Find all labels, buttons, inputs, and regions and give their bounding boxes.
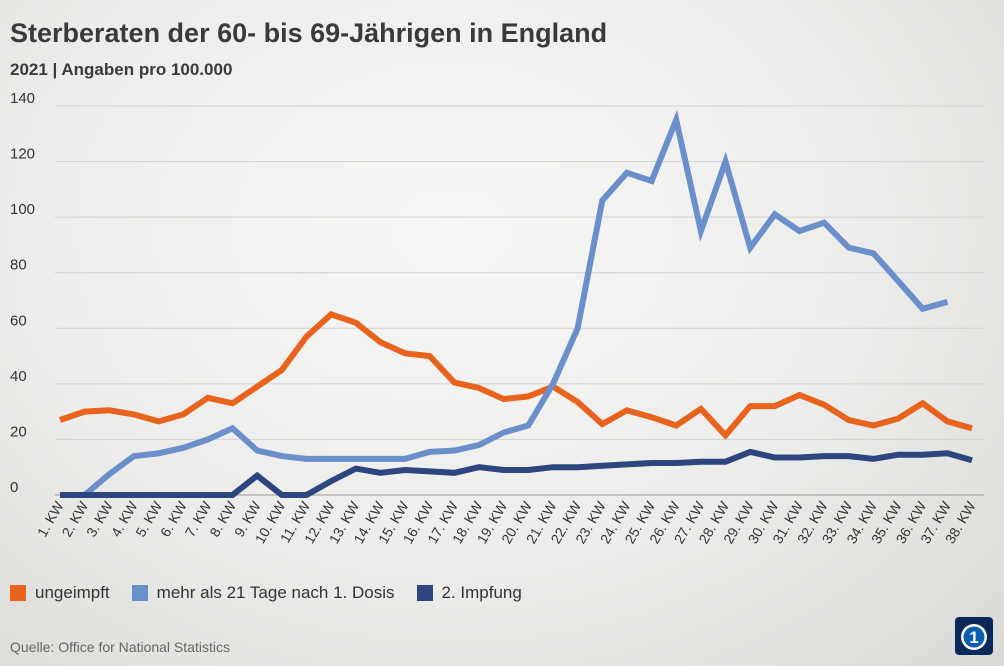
y-tick-label: 80 xyxy=(10,257,27,274)
series-line-2 xyxy=(60,109,949,498)
legend-item-zweite-impfung: 2. Impfung xyxy=(416,583,522,603)
grid-lines xyxy=(55,105,984,496)
y-axis: 0 20 40 60 80 100 120 140 xyxy=(10,90,35,496)
y-tick-label: 0 xyxy=(10,479,18,496)
y-tick-label: 60 xyxy=(10,312,27,329)
legend-label-zweite-impfung: 2. Impfung xyxy=(441,583,522,602)
series-line-1 xyxy=(59,310,973,440)
chart-title: Sterberaten der 60- bis 69-Jährigen in E… xyxy=(10,18,608,48)
y-tick-label: 140 xyxy=(10,90,35,107)
legend-item-ungeimpft: ungeimpft xyxy=(10,583,110,603)
line-chart: 0 20 40 60 80 100 120 140 1. KW2. KW3. KW4. KW5… xyxy=(10,90,984,546)
y-tick-label: 100 xyxy=(10,201,35,218)
legend-swatch-ungeimpft xyxy=(10,585,26,601)
y-tick-label: 40 xyxy=(10,368,27,385)
ard-logo-icon: 1 xyxy=(955,617,993,655)
x-axis: 1. KW2. KW3. KW4. KW5. KW6. KW7. KW8. KW… xyxy=(34,498,979,546)
legend-label-erste-dosis: mehr als 21 Tage nach 1. Dosis xyxy=(156,583,395,602)
chart-subtitle: 2021 | Angaben pro 100.000 xyxy=(10,60,233,79)
series-line-3 xyxy=(60,448,973,498)
legend-label-ungeimpft: ungeimpft xyxy=(35,583,110,602)
legend-swatch-zweite-impfung xyxy=(416,585,433,601)
ard-logo-graphic: 1 xyxy=(961,624,987,650)
legend: ungeimpft mehr als 21 Tage nach 1. Dosis… xyxy=(10,583,544,603)
y-tick-label: 120 xyxy=(10,146,35,163)
svg-text:1: 1 xyxy=(969,628,978,647)
source-note: Quelle: Office for National Statistics xyxy=(10,639,230,655)
y-tick-label: 20 xyxy=(10,423,27,440)
legend-swatch-erste-dosis xyxy=(131,585,148,601)
series-lines xyxy=(59,109,973,498)
legend-item-erste-dosis: mehr als 21 Tage nach 1. Dosis xyxy=(131,583,395,603)
